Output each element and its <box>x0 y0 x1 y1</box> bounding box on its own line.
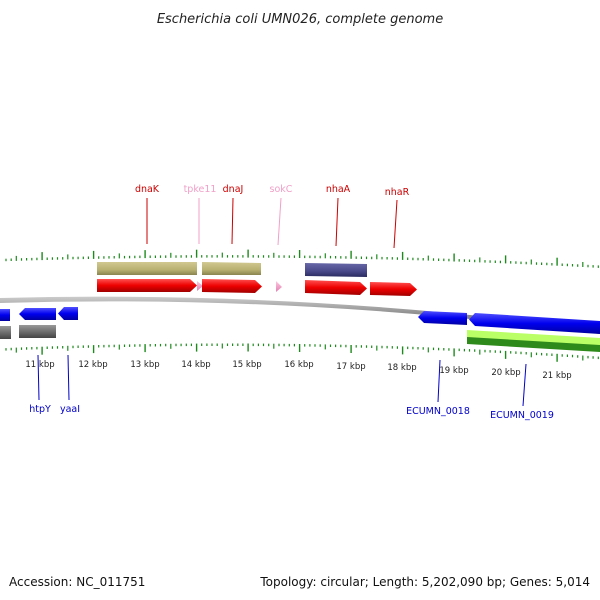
misc-feature-nhaA <box>305 263 367 277</box>
tick-label-16kbp: 16 kbp <box>284 360 313 370</box>
bottom-tick-row <box>5 343 599 362</box>
tick-label-17kbp: 17 kbp <box>336 362 365 372</box>
gene-label-nhaR: nhaR <box>385 187 410 198</box>
pseudo-feature-left <box>0 326 11 339</box>
cds-arrow-htpY <box>19 308 56 320</box>
leader-line-ECUMN-0018 <box>437 359 441 403</box>
genome-summary-label: Topology: circular; Length: 5,202,090 bp… <box>259 575 590 589</box>
bottom-gene-labels: htpY yaaI ECUMN_0018 ECUMN_0019 <box>29 354 554 421</box>
cds-arrow-dnaK <box>97 279 197 292</box>
map-title: Escherichia coli UMN026, complete genome <box>157 12 443 27</box>
tick-label-21kbp: 21 kbp <box>542 371 571 381</box>
gene-label-ECUMN-0019: ECUMN_0019 <box>490 410 554 421</box>
cds-arrow-yaaI <box>58 307 78 320</box>
genome-backbone <box>0 296 600 334</box>
scale-labels: 11 kbp 12 kbp 13 kbp 14 kbp 15 kbp 16 kb… <box>25 360 571 381</box>
cds-arrow-left-edge <box>0 309 10 321</box>
tick-label-14kbp: 14 kbp <box>181 360 210 370</box>
gene-label-tpke11: tpke11 <box>184 184 217 195</box>
rna-arrow-sokC <box>276 281 282 292</box>
tick-label-11kbp: 11 kbp <box>25 360 54 370</box>
gene-label-ECUMN-0018: ECUMN_0018 <box>406 406 470 417</box>
leader-line-htpY <box>37 354 40 401</box>
tick-label-12kbp: 12 kbp <box>78 360 107 370</box>
leader-line-ECUMN-0019 <box>522 363 527 407</box>
gene-label-htpY: htpY <box>29 404 51 415</box>
cds-arrow-dnaJ <box>202 279 262 293</box>
gene-label-dnaJ: dnaJ <box>223 184 244 195</box>
gene-feature-dnaJ <box>202 262 261 275</box>
cds-arrow-ECUMN-0019 <box>469 313 600 334</box>
tick-label-20kbp: 20 kbp <box>491 368 520 378</box>
lightgreen-feature <box>467 330 600 346</box>
tick-label-19kbp: 19 kbp <box>439 366 468 376</box>
forward-cds-row <box>97 279 417 296</box>
gene-label-yaaI: yaaI <box>60 404 80 415</box>
leader-line-dnaJ <box>231 197 234 245</box>
gene-label-sokC: sokC <box>270 184 293 195</box>
cds-arrow-nhaR <box>370 282 417 296</box>
leader-line-sokC <box>277 197 282 246</box>
leader-line-nhaA <box>335 197 339 247</box>
top-gene-labels: dnaK tpke11 dnaJ sokC nhaA nhaR <box>135 184 410 249</box>
tick-label-13kbp: 13 kbp <box>130 360 159 370</box>
leader-line-nhaR <box>393 199 398 249</box>
gene-label-nhaA: nhaA <box>326 184 351 195</box>
gene-feature-dnaK <box>97 262 197 275</box>
leader-line-yaaI <box>67 354 70 401</box>
top-tick-row <box>5 249 599 268</box>
rna-arrow-tpke11 <box>197 281 203 291</box>
gene-label-dnaK: dnaK <box>135 184 160 195</box>
reverse-cds-row <box>0 307 600 352</box>
tick-label-15kbp: 15 kbp <box>232 360 261 370</box>
accession-label: Accession: NC_011751 <box>9 575 145 589</box>
cds-arrow-nhaA <box>305 280 367 295</box>
tick-label-18kbp: 18 kbp <box>387 363 416 373</box>
green-feature <box>467 337 600 352</box>
cds-arrow-ECUMN-0018 <box>418 311 467 325</box>
pseudo-feature-htpY <box>19 325 56 338</box>
gene-features-row <box>97 262 367 277</box>
